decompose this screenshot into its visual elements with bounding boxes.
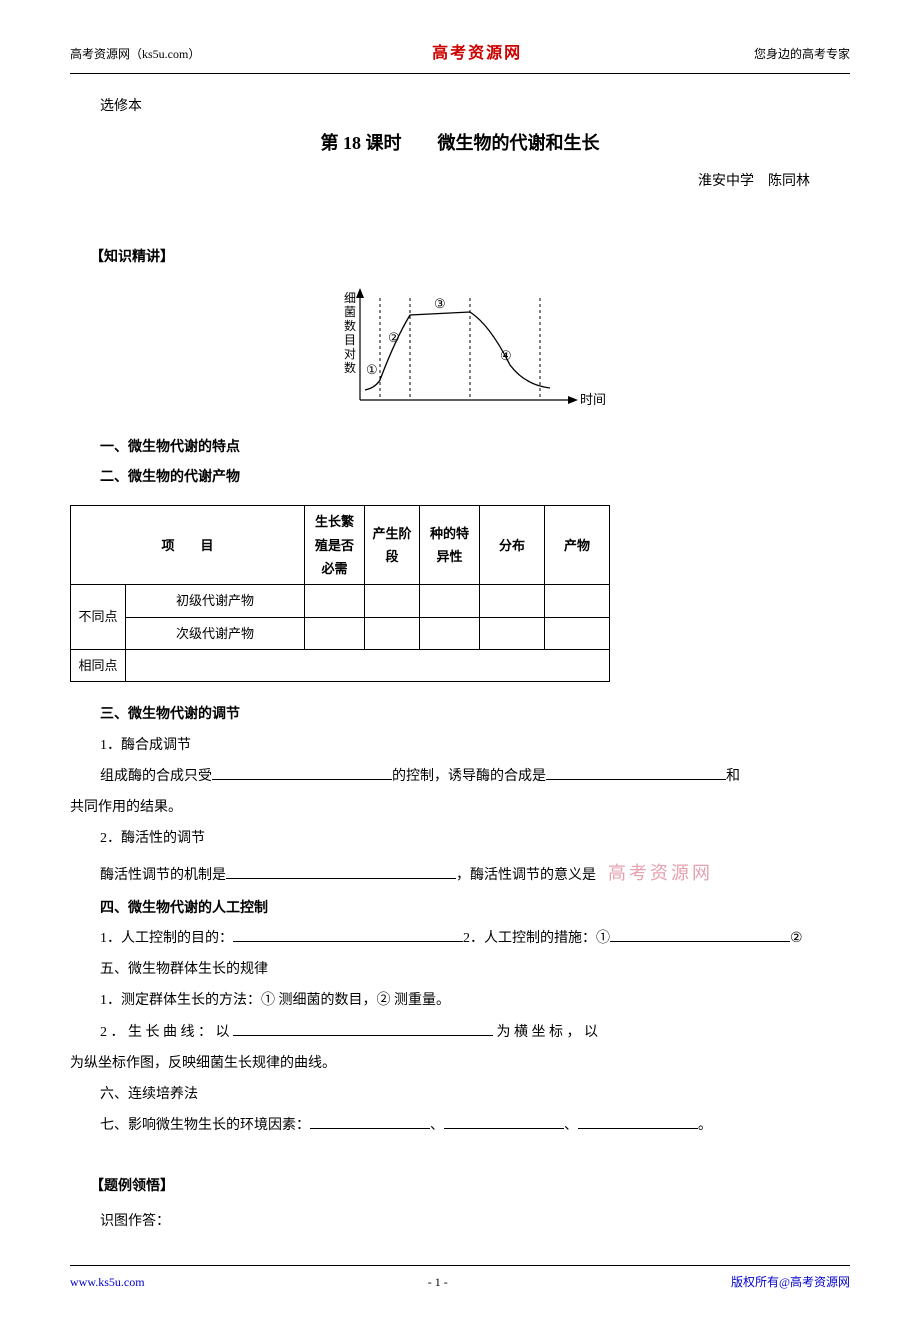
page-footer: www.ks5u.com - 1 - 版权所有@高考资源网 [70,1265,850,1294]
footer-left: www.ks5u.com [70,1272,145,1294]
p2: 组成酶的合成只受的控制，诱导酶的合成是和 [100,764,850,789]
comparison-table: 项 目 生长繁殖是否必需 产生阶段 种的特异性 分布 产物 不同点 初级代谢产物… [70,505,610,682]
watermark: 高考资源网 [608,863,713,883]
p1: 1．酶合成调节 [100,733,850,758]
p2d: 共同作用的结果。 [70,795,850,820]
heading-6: 六、连续培养法 [100,1082,850,1107]
page-container: 高考资源网（ks5u.com） 高考资源网 您身边的高考专家 选修本 第 18 … [0,0,920,1323]
phase-1: ① [366,362,378,377]
author-line: 淮安中学 陈同林 [70,169,810,194]
ylabel-4: 对 [344,347,356,361]
growth-curve-svg: 细 菌 数 目 对 数 ① ② ③ ④ 时间 [310,280,610,420]
blank [233,1020,493,1035]
header-center: 高考资源网 [432,40,522,69]
table-row: 不同点 初级代谢产物 [71,585,610,617]
th-2: 产生阶段 [365,506,420,585]
table-header-row: 项 目 生长繁殖是否必需 产生阶段 种的特异性 分布 产物 [71,506,610,585]
table-row: 相同点 [71,650,610,682]
heading-4: 四、微生物代谢的人工控制 [100,896,850,921]
x-label: 时间 [580,392,606,407]
blank [444,1114,564,1129]
footer-right: 版权所有@高考资源网 [731,1272,850,1294]
p3: 2．酶活性的调节 [100,826,850,851]
phase-2: ② [388,330,400,345]
cell-primary: 初级代谢产物 [126,585,305,617]
heading-3: 三、微生物代谢的调节 [100,702,850,727]
cell-diff: 不同点 [71,585,126,650]
section-knowledge: 【知识精讲】 [90,245,850,270]
table-row: 次级代谢产物 [71,617,610,649]
header-right: 您身边的高考专家 [754,44,850,66]
th-3: 种的特异性 [420,506,480,585]
p-example: 识图作答： [100,1209,850,1234]
header-left: 高考资源网（ks5u.com） [70,44,200,66]
p6: 1．测定群体生长的方法：① 测细菌的数目，② 测重量。 [100,988,850,1013]
cell-same: 相同点 [71,650,126,682]
page-title: 第 18 课时 微生物的代谢和生长 [70,127,850,159]
th-5: 产物 [545,506,610,585]
blank [233,927,463,942]
heading-5: 五、微生物群体生长的规律 [100,957,850,982]
section-example: 【题例领悟】 [90,1174,850,1199]
ylabel-5: 数 [344,360,356,375]
th-4: 分布 [480,506,545,585]
blank [546,764,726,779]
subtitle-xuanxiu: 选修本 [100,94,850,119]
blank [310,1114,430,1129]
p7-line2: 为纵坐标作图，反映细菌生长规律的曲线。 [70,1051,850,1076]
th-item: 项 目 [71,506,305,585]
p7-line1: 2 ． 生 长 曲 线 ： 以 为 横 坐 标 ， 以 [100,1020,850,1045]
p5: 1．人工控制的目的：2．人工控制的措施：①② [100,926,850,951]
growth-curve-chart: 细 菌 数 目 对 数 ① ② ③ ④ 时间 [70,280,850,420]
ylabel-3: 目 [344,333,356,347]
heading-7: 七、影响微生物生长的环境因素：、、。 [100,1113,850,1138]
blank [212,764,392,779]
heading-1: 一、微生物代谢的特点 [100,435,850,460]
phase-4: ④ [500,348,512,363]
blank [578,1114,698,1129]
blank [226,864,456,879]
cell-secondary: 次级代谢产物 [126,617,305,649]
heading-2: 二、微生物的代谢产物 [100,465,850,490]
ylabel-1: 菌 [344,305,356,319]
phase-3: ③ [434,296,446,311]
p4: 酶活性调节的机制是，酶活性调节的意义是高考资源网 [100,857,850,889]
blank [610,927,790,942]
ylabel-2: 数 [344,318,356,333]
th-1: 生长繁殖是否必需 [305,506,365,585]
page-header: 高考资源网（ks5u.com） 高考资源网 您身边的高考专家 [70,40,850,74]
footer-center: - 1 - [428,1272,448,1294]
ylabel-0: 细 [344,291,356,305]
